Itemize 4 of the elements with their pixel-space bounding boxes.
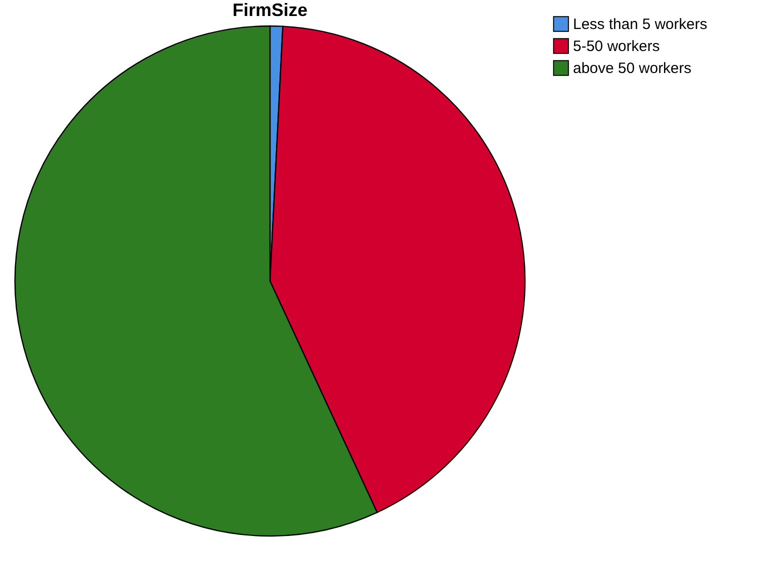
- legend-label: Less than 5 workers: [573, 16, 708, 33]
- chart-title: FirmSize: [232, 0, 308, 20]
- legend-label: 5-50 workers: [573, 38, 660, 55]
- legend-label: above 50 workers: [573, 60, 692, 77]
